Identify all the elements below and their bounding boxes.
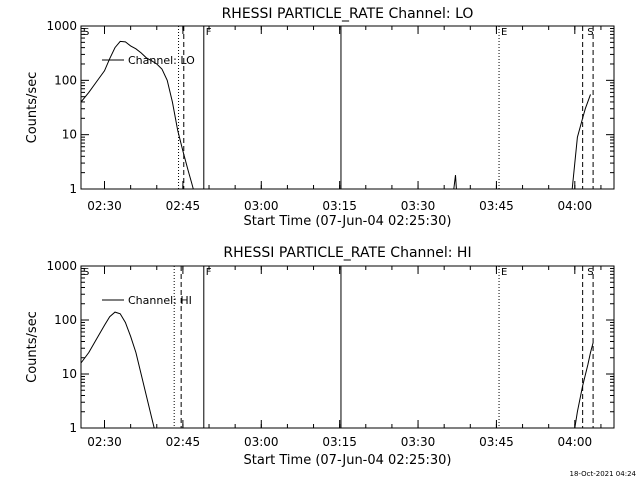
panel-lo: RHESSI PARTICLE_RATE Channel: LO 1 10 100 10… <box>25 6 615 229</box>
x-tick-label: 02:30 <box>87 435 122 449</box>
x-tick-label: 03:30 <box>401 199 436 213</box>
x-tick-label: 03:45 <box>479 199 514 213</box>
x-tick-label: 02:45 <box>166 435 201 449</box>
y-tick-label: 1 <box>69 421 77 435</box>
x-tick-label: 03:30 <box>401 435 436 449</box>
x-tick-label: 03:15 <box>322 435 357 449</box>
x-tick-label: 03:00 <box>244 199 279 213</box>
y-tick-label: 1 <box>69 182 77 196</box>
chart-title: RHESSI PARTICLE_RATE Channel: HI <box>223 245 471 261</box>
plot-frame <box>80 265 615 429</box>
marker-label: E <box>501 267 507 278</box>
data-series-line <box>571 94 591 190</box>
y-tick-label: 10 <box>62 367 77 381</box>
footer-timestamp: 18-Oct-2021 04:24 <box>570 470 637 478</box>
marker-label: S <box>83 27 89 38</box>
legend-label: Channel: HI <box>128 294 192 307</box>
marker-label: S <box>587 267 593 278</box>
y-axis-label: Counts/sec <box>25 72 40 144</box>
x-tick-label: 04:00 <box>558 435 593 449</box>
x-axis-label: Start Time (07-Jun-04 02:25:30) <box>244 453 452 468</box>
marker-label: S <box>587 27 593 38</box>
y-tick-label: 100 <box>54 313 77 327</box>
y-axis-label: Counts/sec <box>25 311 40 383</box>
y-tick-label: 1000 <box>46 259 77 273</box>
y-tick-label: 100 <box>54 73 77 87</box>
y-tick-label: 10 <box>62 128 77 142</box>
panel-hi: RHESSI PARTICLE_RATE Channel: HI 1 10 100 10… <box>25 245 615 468</box>
x-tick-label: 02:30 <box>87 199 122 213</box>
chart-title: RHESSI PARTICLE_RATE Channel: LO <box>222 6 474 22</box>
plot-frame <box>80 25 615 190</box>
marker-label: F <box>206 267 212 278</box>
data-series-line <box>453 175 457 190</box>
x-tick-label: 02:45 <box>166 199 201 213</box>
legend-label: Channel: LO <box>128 54 195 67</box>
marker-label: E <box>501 27 507 38</box>
x-tick-label: 03:15 <box>322 199 357 213</box>
x-tick-label: 03:00 <box>244 435 279 449</box>
marker-label: F <box>206 27 212 38</box>
data-series-line <box>80 40 194 190</box>
x-axis-label: Start Time (07-Jun-04 02:25:30) <box>244 214 452 229</box>
x-tick-label: 03:45 <box>479 435 514 449</box>
data-series-line <box>80 311 155 429</box>
data-series-line <box>574 342 594 429</box>
marker-label: S <box>83 267 89 278</box>
x-tick-label: 04:00 <box>558 199 593 213</box>
y-tick-label: 1000 <box>46 19 77 33</box>
